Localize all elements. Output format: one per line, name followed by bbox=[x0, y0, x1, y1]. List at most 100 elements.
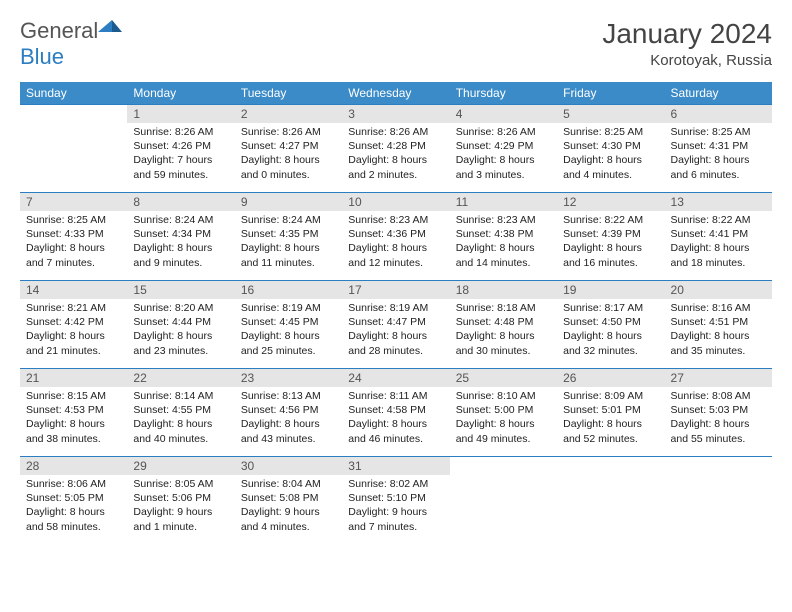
calendar-header-row: Sunday Monday Tuesday Wednesday Thursday… bbox=[20, 82, 772, 105]
calendar-cell: 18Sunrise: 8:18 AMSunset: 4:48 PMDayligh… bbox=[450, 281, 557, 369]
day-number: 14 bbox=[20, 281, 127, 299]
calendar-cell: 9Sunrise: 8:24 AMSunset: 4:35 PMDaylight… bbox=[235, 193, 342, 281]
day-details: Sunrise: 8:10 AMSunset: 5:00 PMDaylight:… bbox=[450, 387, 557, 450]
calendar-cell: 5Sunrise: 8:25 AMSunset: 4:30 PMDaylight… bbox=[557, 105, 664, 193]
calendar-cell: 29Sunrise: 8:05 AMSunset: 5:06 PMDayligh… bbox=[127, 457, 234, 545]
calendar-cell: 15Sunrise: 8:20 AMSunset: 4:44 PMDayligh… bbox=[127, 281, 234, 369]
day-details: Sunrise: 8:22 AMSunset: 4:41 PMDaylight:… bbox=[665, 211, 772, 274]
day-details: Sunrise: 8:08 AMSunset: 5:03 PMDaylight:… bbox=[665, 387, 772, 450]
day-number: 23 bbox=[235, 369, 342, 387]
day-number bbox=[20, 105, 127, 109]
calendar-cell: 6Sunrise: 8:25 AMSunset: 4:31 PMDaylight… bbox=[665, 105, 772, 193]
day-number: 25 bbox=[450, 369, 557, 387]
day-details: Sunrise: 8:06 AMSunset: 5:05 PMDaylight:… bbox=[20, 475, 127, 538]
calendar-row: 21Sunrise: 8:15 AMSunset: 4:53 PMDayligh… bbox=[20, 369, 772, 457]
day-details: Sunrise: 8:14 AMSunset: 4:55 PMDaylight:… bbox=[127, 387, 234, 450]
day-details: Sunrise: 8:09 AMSunset: 5:01 PMDaylight:… bbox=[557, 387, 664, 450]
day-number: 19 bbox=[557, 281, 664, 299]
day-number: 22 bbox=[127, 369, 234, 387]
day-number: 30 bbox=[235, 457, 342, 475]
day-details: Sunrise: 8:25 AMSunset: 4:31 PMDaylight:… bbox=[665, 123, 772, 186]
calendar-cell: 12Sunrise: 8:22 AMSunset: 4:39 PMDayligh… bbox=[557, 193, 664, 281]
calendar-cell bbox=[665, 457, 772, 545]
title-block: January 2024 Korotoyak, Russia bbox=[602, 18, 772, 69]
day-number bbox=[557, 457, 664, 461]
calendar-cell: 19Sunrise: 8:17 AMSunset: 4:50 PMDayligh… bbox=[557, 281, 664, 369]
location: Korotoyak, Russia bbox=[602, 52, 772, 69]
day-details: Sunrise: 8:16 AMSunset: 4:51 PMDaylight:… bbox=[665, 299, 772, 362]
calendar-cell: 28Sunrise: 8:06 AMSunset: 5:05 PMDayligh… bbox=[20, 457, 127, 545]
calendar-cell: 3Sunrise: 8:26 AMSunset: 4:28 PMDaylight… bbox=[342, 105, 449, 193]
calendar-cell: 24Sunrise: 8:11 AMSunset: 4:58 PMDayligh… bbox=[342, 369, 449, 457]
day-number: 20 bbox=[665, 281, 772, 299]
day-details: Sunrise: 8:26 AMSunset: 4:27 PMDaylight:… bbox=[235, 123, 342, 186]
calendar-row: 1Sunrise: 8:26 AMSunset: 4:26 PMDaylight… bbox=[20, 105, 772, 193]
day-number bbox=[450, 457, 557, 461]
day-details: Sunrise: 8:11 AMSunset: 4:58 PMDaylight:… bbox=[342, 387, 449, 450]
calendar-table: Sunday Monday Tuesday Wednesday Thursday… bbox=[20, 82, 772, 545]
day-details: Sunrise: 8:21 AMSunset: 4:42 PMDaylight:… bbox=[20, 299, 127, 362]
day-number: 6 bbox=[665, 105, 772, 123]
day-number: 2 bbox=[235, 105, 342, 123]
col-thursday: Thursday bbox=[450, 82, 557, 105]
day-details: Sunrise: 8:22 AMSunset: 4:39 PMDaylight:… bbox=[557, 211, 664, 274]
day-number: 5 bbox=[557, 105, 664, 123]
day-details: Sunrise: 8:05 AMSunset: 5:06 PMDaylight:… bbox=[127, 475, 234, 538]
logo-word1: General bbox=[20, 18, 98, 43]
calendar-cell: 1Sunrise: 8:26 AMSunset: 4:26 PMDaylight… bbox=[127, 105, 234, 193]
day-number bbox=[665, 457, 772, 461]
day-details: Sunrise: 8:02 AMSunset: 5:10 PMDaylight:… bbox=[342, 475, 449, 538]
day-number: 28 bbox=[20, 457, 127, 475]
day-number: 9 bbox=[235, 193, 342, 211]
logo: General Blue bbox=[20, 18, 122, 70]
day-number: 1 bbox=[127, 105, 234, 123]
day-number: 29 bbox=[127, 457, 234, 475]
calendar-cell: 26Sunrise: 8:09 AMSunset: 5:01 PMDayligh… bbox=[557, 369, 664, 457]
calendar-row: 28Sunrise: 8:06 AMSunset: 5:05 PMDayligh… bbox=[20, 457, 772, 545]
calendar-cell: 31Sunrise: 8:02 AMSunset: 5:10 PMDayligh… bbox=[342, 457, 449, 545]
calendar-cell bbox=[20, 105, 127, 193]
calendar-cell: 14Sunrise: 8:21 AMSunset: 4:42 PMDayligh… bbox=[20, 281, 127, 369]
col-sunday: Sunday bbox=[20, 82, 127, 105]
calendar-cell: 25Sunrise: 8:10 AMSunset: 5:00 PMDayligh… bbox=[450, 369, 557, 457]
header: General Blue January 2024 Korotoyak, Rus… bbox=[20, 18, 772, 70]
day-details: Sunrise: 8:24 AMSunset: 4:34 PMDaylight:… bbox=[127, 211, 234, 274]
calendar-row: 14Sunrise: 8:21 AMSunset: 4:42 PMDayligh… bbox=[20, 281, 772, 369]
day-details: Sunrise: 8:17 AMSunset: 4:50 PMDaylight:… bbox=[557, 299, 664, 362]
calendar-row: 7Sunrise: 8:25 AMSunset: 4:33 PMDaylight… bbox=[20, 193, 772, 281]
calendar-cell: 10Sunrise: 8:23 AMSunset: 4:36 PMDayligh… bbox=[342, 193, 449, 281]
day-details: Sunrise: 8:15 AMSunset: 4:53 PMDaylight:… bbox=[20, 387, 127, 450]
day-details: Sunrise: 8:23 AMSunset: 4:36 PMDaylight:… bbox=[342, 211, 449, 274]
calendar-cell: 2Sunrise: 8:26 AMSunset: 4:27 PMDaylight… bbox=[235, 105, 342, 193]
day-details: Sunrise: 8:18 AMSunset: 4:48 PMDaylight:… bbox=[450, 299, 557, 362]
day-details: Sunrise: 8:24 AMSunset: 4:35 PMDaylight:… bbox=[235, 211, 342, 274]
day-number: 12 bbox=[557, 193, 664, 211]
day-details: Sunrise: 8:25 AMSunset: 4:33 PMDaylight:… bbox=[20, 211, 127, 274]
day-number: 15 bbox=[127, 281, 234, 299]
calendar-cell: 8Sunrise: 8:24 AMSunset: 4:34 PMDaylight… bbox=[127, 193, 234, 281]
day-details: Sunrise: 8:13 AMSunset: 4:56 PMDaylight:… bbox=[235, 387, 342, 450]
calendar-cell bbox=[450, 457, 557, 545]
col-friday: Friday bbox=[557, 82, 664, 105]
day-number: 31 bbox=[342, 457, 449, 475]
calendar-cell: 4Sunrise: 8:26 AMSunset: 4:29 PMDaylight… bbox=[450, 105, 557, 193]
day-number: 11 bbox=[450, 193, 557, 211]
day-details: Sunrise: 8:26 AMSunset: 4:28 PMDaylight:… bbox=[342, 123, 449, 186]
col-saturday: Saturday bbox=[665, 82, 772, 105]
day-number: 27 bbox=[665, 369, 772, 387]
day-number: 4 bbox=[450, 105, 557, 123]
day-details: Sunrise: 8:26 AMSunset: 4:26 PMDaylight:… bbox=[127, 123, 234, 186]
day-number: 10 bbox=[342, 193, 449, 211]
day-number: 21 bbox=[20, 369, 127, 387]
calendar-cell: 16Sunrise: 8:19 AMSunset: 4:45 PMDayligh… bbox=[235, 281, 342, 369]
col-wednesday: Wednesday bbox=[342, 82, 449, 105]
day-number: 17 bbox=[342, 281, 449, 299]
day-details: Sunrise: 8:20 AMSunset: 4:44 PMDaylight:… bbox=[127, 299, 234, 362]
col-monday: Monday bbox=[127, 82, 234, 105]
day-details: Sunrise: 8:19 AMSunset: 4:45 PMDaylight:… bbox=[235, 299, 342, 362]
logo-word2: Blue bbox=[20, 44, 64, 69]
day-number: 16 bbox=[235, 281, 342, 299]
calendar-cell bbox=[557, 457, 664, 545]
day-number: 24 bbox=[342, 369, 449, 387]
calendar-cell: 27Sunrise: 8:08 AMSunset: 5:03 PMDayligh… bbox=[665, 369, 772, 457]
